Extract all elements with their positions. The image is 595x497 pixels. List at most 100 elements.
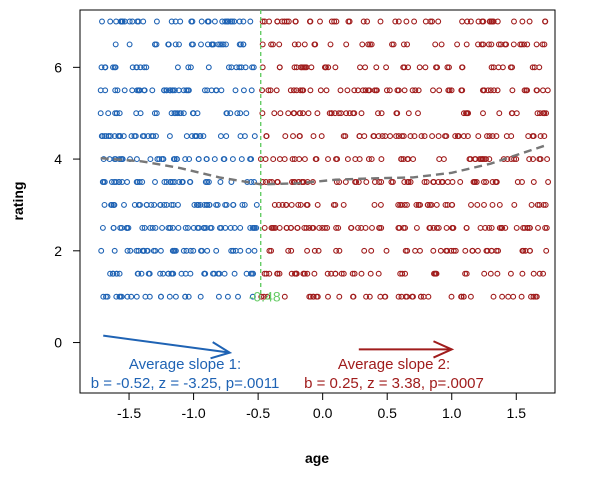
data-point <box>170 87 177 94</box>
data-point <box>462 247 469 254</box>
data-point <box>293 87 300 94</box>
data-point <box>377 293 384 300</box>
annotations-layer: Average slope 1: b = -0.52, z = -3.25, p=… <box>91 334 484 392</box>
data-point <box>116 293 123 300</box>
data-point <box>400 133 407 140</box>
data-point <box>183 247 190 254</box>
data-point <box>399 270 406 277</box>
data-point <box>204 247 211 254</box>
data-point <box>133 247 140 254</box>
data-point <box>449 201 456 208</box>
data-point <box>133 64 140 71</box>
data-point <box>361 247 368 254</box>
data-point <box>124 179 131 185</box>
data-point <box>223 110 230 117</box>
data-point <box>479 18 486 25</box>
data-point <box>473 179 480 185</box>
data-point <box>321 64 328 71</box>
data-point <box>273 87 280 94</box>
data-point <box>261 293 267 300</box>
x-axis: -1.5 -1.0 -0.5 0.0 0.5 1.0 1.5 <box>117 392 527 421</box>
data-point <box>536 64 543 71</box>
data-point <box>530 293 537 300</box>
data-point <box>517 41 524 48</box>
data-point <box>154 156 161 163</box>
data-point <box>495 247 502 254</box>
data-point <box>503 133 510 140</box>
data-point <box>308 64 315 71</box>
data-point <box>116 270 123 277</box>
data-point <box>178 270 185 277</box>
data-point <box>274 18 281 25</box>
data-point <box>357 64 363 71</box>
data-point <box>383 247 390 254</box>
data-point <box>362 87 369 94</box>
data-point <box>137 201 143 208</box>
data-point <box>313 293 320 300</box>
data-point <box>213 201 220 208</box>
data-point <box>386 87 393 94</box>
data-point <box>188 41 195 48</box>
data-point <box>190 224 197 231</box>
data-point <box>436 156 443 163</box>
data-point <box>228 247 235 254</box>
plot-frame <box>79 9 556 394</box>
data-point <box>105 110 112 117</box>
data-point <box>271 110 278 117</box>
data-point <box>113 18 120 25</box>
data-point <box>350 110 357 117</box>
data-point <box>211 270 218 277</box>
slope-annotation-title: Average slope 2: <box>338 356 450 373</box>
data-point <box>352 156 359 163</box>
data-point <box>177 110 184 117</box>
data-point <box>311 270 318 277</box>
data-point <box>224 18 231 25</box>
data-point <box>371 133 377 140</box>
data-point <box>263 270 270 277</box>
data-point <box>149 224 156 231</box>
data-point <box>250 270 257 277</box>
data-point <box>301 156 308 163</box>
data-point <box>268 247 275 254</box>
data-point <box>249 224 256 231</box>
data-point <box>365 156 372 163</box>
data-point <box>157 270 164 277</box>
data-point <box>105 133 112 140</box>
data-point <box>187 64 194 71</box>
data-point <box>489 179 496 185</box>
data-point <box>175 87 182 94</box>
data-point <box>202 179 209 185</box>
data-point <box>429 133 436 140</box>
data-point <box>129 87 136 94</box>
data-point <box>187 270 194 277</box>
data-point <box>407 179 414 185</box>
data-point <box>317 87 324 94</box>
data-point <box>533 41 540 48</box>
x-tick-label: 1.5 <box>507 405 527 421</box>
data-point <box>540 270 547 277</box>
data-point <box>430 87 436 94</box>
data-point <box>274 270 281 277</box>
data-point <box>450 247 457 254</box>
data-point <box>343 110 350 117</box>
data-point <box>306 224 313 231</box>
data-point <box>292 18 299 25</box>
data-point <box>422 18 429 25</box>
data-point <box>318 133 325 140</box>
data-point <box>235 293 241 300</box>
data-point <box>207 224 214 231</box>
data-point <box>236 41 243 48</box>
data-point <box>223 133 230 140</box>
data-point <box>488 41 495 48</box>
data-point <box>543 110 550 117</box>
data-point <box>540 87 546 94</box>
data-point <box>291 64 298 71</box>
data-point <box>491 87 497 94</box>
data-point <box>375 110 381 117</box>
data-point <box>474 247 481 254</box>
data-point <box>119 18 126 25</box>
data-point <box>352 179 359 185</box>
data-point <box>157 247 164 254</box>
data-point <box>480 179 487 185</box>
